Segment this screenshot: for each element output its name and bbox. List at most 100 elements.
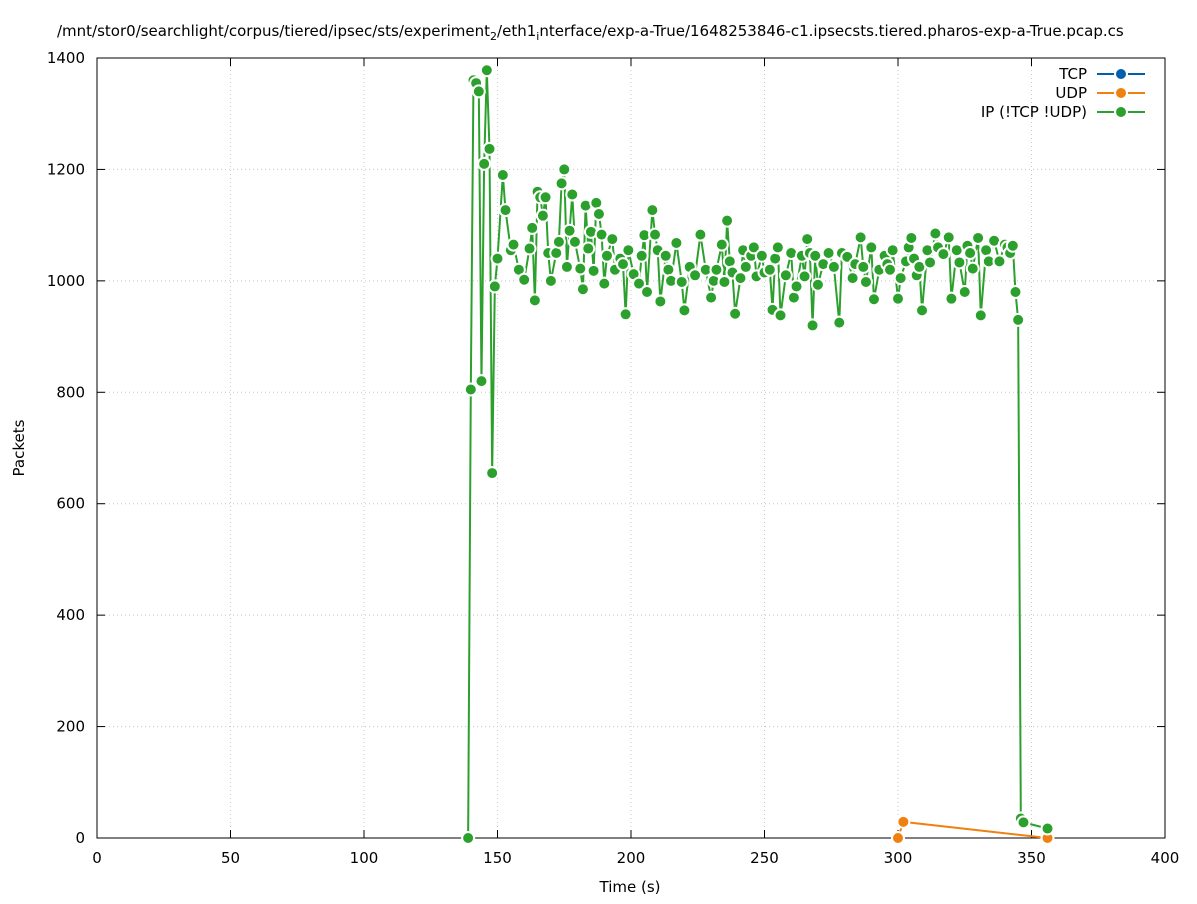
legend-marker	[1114, 67, 1128, 81]
data-point	[891, 831, 905, 845]
data-point	[805, 318, 820, 333]
data-point	[621, 243, 636, 258]
data-point	[632, 276, 647, 291]
data-point	[882, 262, 897, 277]
x-tick-label: 100	[350, 849, 379, 867]
x-tick-label: 350	[1017, 849, 1046, 867]
y-tick-label: 0	[75, 829, 85, 847]
y-tick-label: 800	[56, 383, 85, 401]
data-point	[1040, 821, 1055, 836]
data-point	[581, 241, 596, 256]
data-point	[1016, 815, 1031, 830]
data-point	[565, 187, 580, 202]
title-subscript: i	[536, 30, 539, 43]
title-part: /eth1	[497, 22, 536, 40]
y-tick-label: 1400	[47, 49, 85, 67]
data-point	[498, 203, 513, 218]
x-tick-label: 150	[483, 849, 512, 867]
data-point	[709, 262, 724, 277]
data-point	[648, 227, 663, 242]
data-point	[634, 248, 649, 263]
data-point	[722, 254, 737, 269]
data-point	[826, 259, 841, 274]
data-point	[589, 195, 604, 210]
title-subscript: 2	[490, 30, 497, 43]
data-point	[789, 279, 804, 294]
data-point	[893, 271, 908, 286]
data-point	[517, 272, 532, 287]
data-point	[653, 294, 668, 309]
data-point	[535, 208, 550, 223]
data-point	[923, 255, 938, 270]
data-point	[490, 251, 505, 266]
legend-label: IP (!TCP !UDP)	[981, 103, 1087, 121]
data-point	[562, 223, 577, 238]
data-point	[461, 831, 476, 845]
data-point	[538, 190, 553, 205]
data-point	[661, 262, 676, 277]
data-point	[714, 237, 729, 252]
plot-border	[96, 57, 1166, 839]
title-part: nterface/exp-a-True/1648253846-c1.ipsecs…	[539, 22, 1124, 40]
data-point	[1011, 312, 1026, 327]
data-point	[800, 232, 815, 247]
data-point	[891, 291, 905, 306]
data-point	[858, 274, 873, 289]
data-point	[720, 213, 735, 228]
data-point	[728, 306, 743, 321]
data-point	[866, 292, 881, 307]
data-point	[778, 268, 793, 283]
data-point	[463, 382, 478, 397]
data-point	[559, 259, 574, 274]
data-point	[567, 234, 582, 249]
data-point	[717, 274, 732, 289]
data-point	[821, 246, 836, 260]
data-point	[770, 240, 785, 255]
data-point	[915, 303, 930, 318]
data-point	[754, 248, 769, 263]
data-point	[495, 168, 510, 182]
data-point	[554, 176, 569, 191]
data-point	[543, 273, 558, 288]
data-point	[477, 156, 492, 171]
data-point	[522, 241, 537, 256]
data-point	[597, 276, 612, 291]
data-point	[506, 237, 521, 252]
x-tick-label: 250	[750, 849, 779, 867]
data-point	[575, 282, 590, 297]
data-point	[551, 234, 566, 249]
data-point	[856, 259, 871, 274]
data-point	[645, 203, 660, 218]
data-point	[768, 251, 783, 266]
chart-title: /mnt/stor0/searchlight/corpus/tiered/ips…	[57, 22, 1124, 43]
data-point	[808, 248, 823, 263]
data-point	[746, 240, 761, 255]
data-point	[971, 230, 986, 245]
data-point	[557, 162, 572, 177]
data-point	[640, 285, 655, 299]
data-point	[944, 291, 959, 306]
data-point	[674, 274, 689, 289]
legend-marker	[1114, 86, 1128, 100]
data-point	[797, 269, 812, 284]
data-point	[952, 255, 967, 270]
x-axis-label: Time (s)	[599, 878, 661, 896]
data-point	[677, 303, 692, 318]
data-point	[586, 263, 601, 278]
data-point	[810, 277, 825, 292]
x-tick-label: 300	[884, 849, 913, 867]
y-tick-label: 1200	[47, 160, 85, 178]
x-tick-label: 400	[1151, 849, 1180, 867]
data-point	[896, 814, 911, 829]
data-point	[573, 261, 588, 276]
data-point	[1008, 285, 1023, 299]
data-point	[963, 246, 978, 260]
data-point	[904, 230, 919, 245]
data-point	[527, 293, 542, 308]
data-point	[487, 279, 502, 294]
data-point	[618, 307, 633, 322]
data-point	[832, 315, 847, 330]
data-point	[479, 63, 494, 78]
data-point	[658, 248, 673, 263]
